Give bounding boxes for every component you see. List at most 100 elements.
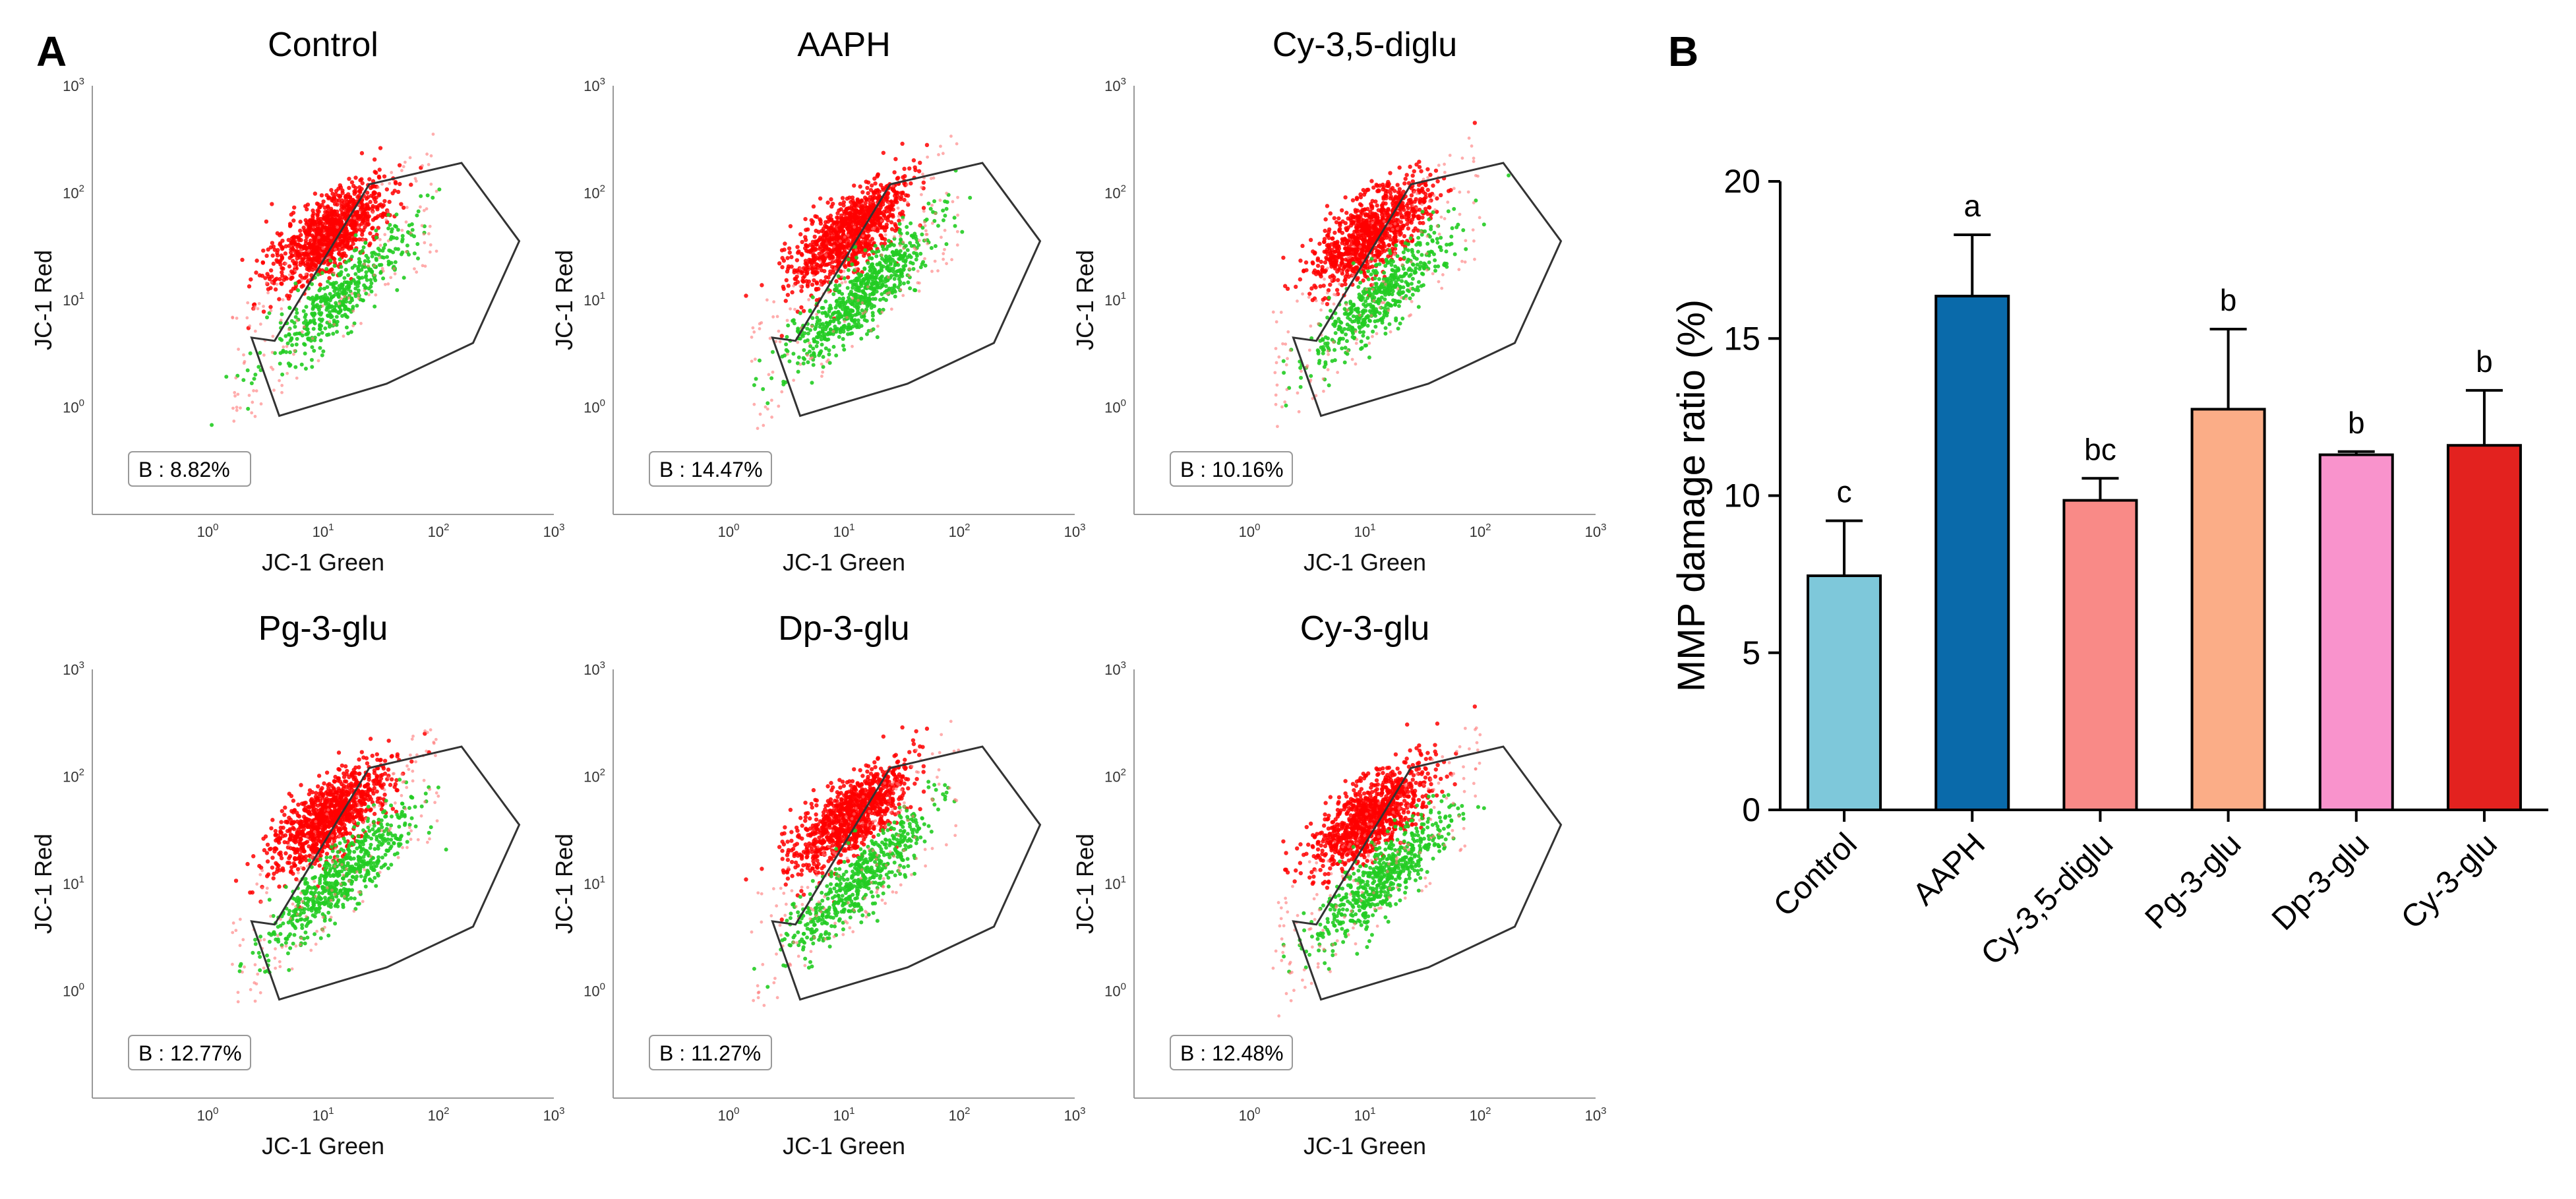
healthy-event-dot [803, 216, 808, 222]
healthy-event-dot [373, 169, 377, 174]
scattered-event-dot [404, 250, 408, 254]
scattered-event-dot [329, 235, 333, 239]
healthy-event-dot [325, 210, 330, 215]
damaged-event-dot [791, 319, 795, 323]
damaged-event-dot [363, 259, 367, 263]
damaged-event-dot [1336, 340, 1341, 345]
healthy-event-dot [275, 259, 280, 264]
healthy-event-dot [330, 218, 334, 223]
damaged-event-dot [1414, 257, 1419, 261]
healthy-event-dot [319, 193, 324, 198]
healthy-event-dot [1404, 173, 1409, 177]
healthy-event-dot [809, 247, 814, 253]
damaged-event-dot [395, 288, 400, 292]
scattered-event-dot [876, 324, 880, 328]
healthy-event-dot [351, 241, 355, 246]
damaged-event-dot [319, 311, 324, 315]
scattered-event-dot [869, 328, 873, 332]
damaged-event-dot [914, 257, 918, 262]
scattered-event-dot [871, 227, 874, 231]
healthy-event-dot [818, 217, 822, 222]
healthy-event-dot [811, 204, 816, 209]
scattered-event-dot [247, 394, 251, 397]
damaged-event-dot [911, 266, 916, 271]
damaged-event-dot [324, 266, 329, 271]
healthy-event-dot [1334, 288, 1340, 292]
healthy-event-dot [287, 264, 292, 269]
damaged-event-dot [1331, 322, 1336, 326]
scattered-event-dot [887, 291, 891, 295]
y-tick-exp: 3 [79, 76, 84, 87]
scattered-event-dot [242, 353, 245, 357]
healthy-event-dot [398, 181, 402, 187]
scattered-event-dot [423, 241, 427, 245]
damaged-event-dot [1353, 307, 1358, 312]
damaged-event-dot [911, 261, 915, 266]
scattered-event-dot [793, 307, 796, 311]
healthy-event-dot [780, 256, 785, 261]
damaged-event-dot [249, 381, 254, 386]
healthy-event-dot [368, 241, 373, 246]
scattered-event-dot [851, 344, 854, 348]
damaged-event-dot [1326, 346, 1331, 350]
scattered-event-dot [350, 292, 354, 295]
scattered-event-dot [251, 400, 255, 404]
healthy-event-dot [268, 305, 273, 309]
damaged-event-dot [887, 243, 892, 248]
scattered-event-dot [317, 235, 320, 239]
healthy-event-dot [1321, 283, 1326, 288]
damaged-event-dot [898, 249, 903, 253]
scattered-event-dot [907, 274, 911, 278]
healthy-event-dot [1373, 228, 1378, 233]
damaged-event-dot [818, 330, 822, 335]
damaged-event-dot [364, 270, 369, 274]
damaged-event-dot [312, 320, 316, 324]
damaged-event-dot [314, 295, 318, 300]
healthy-event-dot [305, 207, 309, 212]
scattered-event-dot [923, 257, 926, 261]
damaged-event-dot [1420, 253, 1424, 257]
damaged-event-dot [802, 348, 806, 352]
healthy-event-dot [795, 245, 800, 249]
healthy-event-dot [265, 272, 270, 276]
healthy-event-dot [338, 183, 342, 188]
damaged-event-dot [280, 312, 284, 317]
damaged-event-dot [386, 226, 391, 231]
damaged-event-dot [847, 323, 851, 327]
damaged-event-dot [884, 284, 888, 288]
healthy-event-dot [839, 226, 845, 230]
healthy-event-dot [858, 184, 862, 189]
damaged-event-dot [325, 332, 330, 337]
damaged-event-dot [1316, 351, 1321, 355]
healthy-event-dot [1337, 229, 1342, 233]
damaged-event-dot [1394, 316, 1398, 321]
x-tick-base: 10 [1064, 524, 1080, 540]
scattered-event-dot [854, 248, 858, 252]
x-tick-label: 100 [718, 522, 740, 540]
damaged-event-dot [320, 330, 324, 335]
scattered-event-dot [901, 293, 905, 297]
healthy-event-dot [879, 233, 884, 238]
healthy-event-dot [1387, 243, 1391, 247]
flow-panel-title: Cy-3,5-diglu [1273, 26, 1457, 64]
healthy-event-dot [1383, 188, 1388, 193]
scattered-event-dot [897, 214, 901, 218]
healthy-event-dot [1428, 172, 1433, 177]
healthy-event-dot [292, 261, 297, 266]
damaged-event-dot [856, 310, 860, 315]
y-tick-base: 10 [584, 185, 599, 202]
scattered-event-dot [405, 206, 409, 209]
scattered-event-dot [383, 282, 387, 286]
damaged-event-dot [344, 260, 348, 264]
healthy-event-dot [353, 185, 358, 191]
healthy-event-dot [830, 249, 835, 254]
healthy-event-dot [1346, 263, 1351, 268]
scattered-event-dot [235, 406, 239, 409]
scattered-event-dot [933, 259, 937, 263]
damaged-event-dot [868, 275, 872, 280]
damaged-event-dot [353, 263, 357, 268]
scattered-event-dot [282, 345, 285, 349]
damaged-event-dot [791, 352, 796, 356]
healthy-event-dot [779, 334, 784, 338]
damaged-event-dot [1343, 346, 1348, 350]
